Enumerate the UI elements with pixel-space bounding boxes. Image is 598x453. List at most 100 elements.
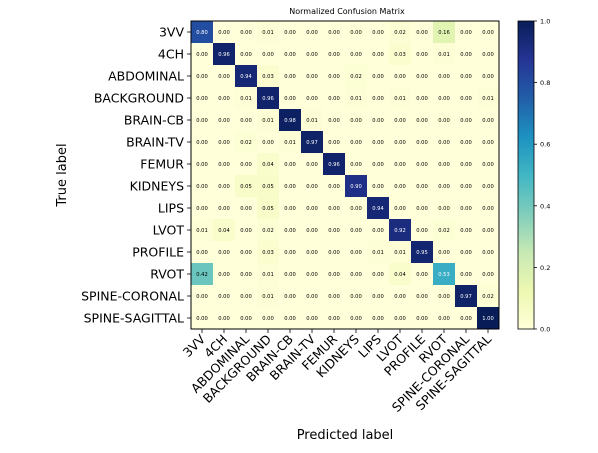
heatmap-cell-spine-sagittal-lvot — [389, 307, 411, 329]
cell-value-label: 0.00 — [394, 118, 406, 124]
cell-value-label: 0.04 — [262, 162, 274, 168]
heatmap-cell-3vv-abdominal — [235, 21, 257, 43]
heatmap-cell-brain-cb-lvot — [389, 109, 411, 131]
cell-value-label: 0.00 — [350, 294, 362, 300]
heatmap-cell-lvot-spine-sagittal — [477, 219, 499, 241]
cell-value-label: 0.96 — [328, 162, 340, 168]
heatmap-cell-background-kidneys — [345, 87, 367, 109]
heatmap-cell-lvot-brain-tv — [301, 219, 323, 241]
heatmap-cell-lips-spine-coronal — [455, 197, 477, 219]
heatmap-cell-femur-abdominal — [235, 153, 257, 175]
cell-value-label: 0.00 — [306, 206, 318, 212]
cell-value-label: 0.00 — [438, 316, 450, 322]
heatmap-cell-rvot-kidneys — [345, 263, 367, 285]
heatmap-cell-profile-spine-coronal — [455, 241, 477, 263]
cell-value-label: 0.00 — [372, 184, 384, 190]
cell-value-label: 0.00 — [482, 140, 494, 146]
heatmap-cell-rvot-lips — [367, 263, 389, 285]
heatmap-cell-brain-cb-abdominal — [235, 109, 257, 131]
heatmap-cell-profile-abdominal — [235, 241, 257, 263]
cell-value-label: 0.00 — [262, 52, 274, 58]
heatmap-cell-femur-4ch — [213, 153, 235, 175]
heatmap-cell-abdominal-spine-sagittal — [477, 65, 499, 87]
heatmap-cell-background-spine-sagittal — [477, 87, 499, 109]
heatmap-cell-lips-lvot — [389, 197, 411, 219]
heatmap-cell-brain-tv-spine-coronal — [455, 131, 477, 153]
heatmap-cell-brain-cb-rvot — [433, 109, 455, 131]
heatmap-cell-3vv-rvot — [433, 21, 455, 43]
chart-title: Normalized Confusion Matrix — [289, 7, 405, 16]
heatmap-cell-kidneys-background — [257, 175, 279, 197]
heatmap-cell-spine-sagittal-abdominal — [235, 307, 257, 329]
cell-value-label: 0.00 — [416, 74, 428, 80]
heatmap-cell-kidneys-rvot — [433, 175, 455, 197]
heatmap-cell-kidneys-brain-cb — [279, 175, 301, 197]
heatmap-cell-femur-background — [257, 153, 279, 175]
cell-value-label: 0.00 — [438, 250, 450, 256]
cell-value-label: 0.00 — [372, 30, 384, 36]
cell-value-label: 0.00 — [240, 162, 252, 168]
heatmap-cell-labels: 0.80 0.00 0.00 0.01 0.00 0.00 0.00 0.00 0.00 0.02… — [196, 30, 494, 322]
heatmap-cell-kidneys-femur — [323, 175, 345, 197]
cell-value-label: 0.00 — [218, 316, 230, 322]
cell-value-label: 0.00 — [284, 228, 296, 234]
cell-value-label: 0.00 — [460, 250, 472, 256]
heatmap-cell-spine-sagittal-lips — [367, 307, 389, 329]
heatmap-cell-spine-coronal-femur — [323, 285, 345, 307]
cell-value-label: 0.00 — [240, 316, 252, 322]
cell-value-label: 0.00 — [196, 74, 208, 80]
heatmap-cell-3vv-brain-cb — [279, 21, 301, 43]
heatmap-cell-profile-femur — [323, 241, 345, 263]
cell-value-label: 0.00 — [482, 30, 494, 36]
cell-value-label: 0.94 — [372, 206, 384, 212]
heatmap-cell-rvot-4ch — [213, 263, 235, 285]
cell-value-label: 0.00 — [350, 52, 362, 58]
heatmap-cell-3vv-spine-coronal — [455, 21, 477, 43]
heatmap-cell-femur-profile — [411, 153, 433, 175]
y-tick-label-profile: PROFILE — [132, 245, 184, 260]
heatmap-cell-brain-cb-4ch — [213, 109, 235, 131]
heatmap-cell-femur-lvot — [389, 153, 411, 175]
cell-value-label: 0.01 — [240, 96, 252, 102]
cell-value-label: 0.00 — [328, 74, 340, 80]
cell-value-label: 0.00 — [460, 162, 472, 168]
heatmap-cell-lips-background — [257, 197, 279, 219]
heatmap-cell-spine-sagittal-profile — [411, 307, 433, 329]
heatmap-cell-kidneys-spine-sagittal — [477, 175, 499, 197]
cell-value-label: 0.00 — [416, 162, 428, 168]
cell-value-label: 0.00 — [394, 140, 406, 146]
heatmap-cell-4ch-profile — [411, 43, 433, 65]
cell-value-label: 0.01 — [438, 52, 450, 58]
heatmap-cell-lvot-femur — [323, 219, 345, 241]
cell-value-label: 0.00 — [218, 118, 230, 124]
cell-value-label: 0.00 — [350, 140, 362, 146]
cell-value-label: 0.00 — [284, 272, 296, 278]
heatmap-cell-profile-rvot — [433, 241, 455, 263]
cell-value-label: 0.00 — [306, 316, 318, 322]
cell-value-label: 0.00 — [482, 74, 494, 80]
heatmap-cell-lvot-lips — [367, 219, 389, 241]
heatmap-cell-profile-profile — [411, 241, 433, 263]
cell-value-label: 0.00 — [350, 30, 362, 36]
cell-value-label: 0.00 — [306, 30, 318, 36]
plot-frame — [190, 20, 500, 330]
cell-value-label: 0.00 — [284, 96, 296, 102]
cell-value-label: 0.03 — [394, 52, 406, 58]
y-tick-label-lvot: LVOT — [153, 223, 185, 238]
cell-value-label: 0.02 — [240, 140, 252, 146]
cell-value-label: 0.00 — [350, 228, 362, 234]
cell-value-label: 0.00 — [372, 96, 384, 102]
cell-value-label: 0.00 — [350, 250, 362, 256]
cell-value-label: 0.96 — [218, 52, 230, 58]
cell-value-label: 0.00 — [416, 30, 428, 36]
colorbar-tick-label: 0.8 — [540, 79, 550, 87]
cell-value-label: 0.00 — [306, 74, 318, 80]
cell-value-label: 0.00 — [438, 96, 450, 102]
heatmap-cell-lips-kidneys — [345, 197, 367, 219]
cell-value-label: 0.00 — [218, 162, 230, 168]
cell-value-label: 0.00 — [438, 294, 450, 300]
cell-value-label: 0.00 — [350, 118, 362, 124]
heatmap-cell-4ch-4ch — [213, 43, 235, 65]
heatmap-cell-abdominal-abdominal — [235, 65, 257, 87]
